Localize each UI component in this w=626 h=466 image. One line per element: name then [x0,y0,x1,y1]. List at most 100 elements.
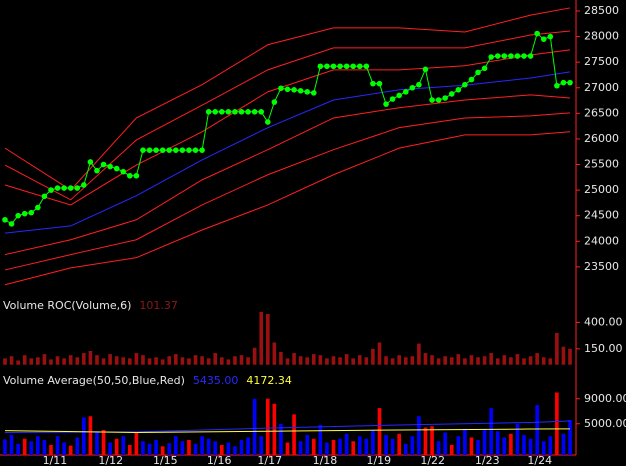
bar [49,445,53,455]
bar [561,346,566,365]
bar [108,442,112,455]
bar [364,357,369,365]
bar [456,354,461,365]
bar [206,438,211,455]
bar [509,433,513,455]
bar [213,353,218,365]
bar [246,357,250,365]
point [475,69,481,76]
bar [62,358,66,365]
bar [193,355,198,365]
point [186,147,192,153]
point [317,63,324,70]
bar [502,355,507,365]
point [297,88,304,94]
point [540,36,547,42]
bar [568,420,572,455]
bar [311,438,316,455]
point [343,63,350,70]
bar [114,438,119,455]
bar [489,408,493,455]
point [310,90,317,96]
bar [285,358,290,365]
bar [252,347,257,365]
bar [160,359,165,365]
bar [522,358,526,365]
bar [495,358,500,365]
bar [68,355,73,365]
y-tick-label: 25000 [584,183,619,196]
point [409,84,416,91]
point [455,87,462,93]
y-tick-label: 400.00 [584,315,623,328]
point [258,109,265,115]
bar [397,433,401,455]
point [278,85,284,92]
bar [436,441,441,455]
point [567,79,573,86]
point [159,147,166,153]
point [153,147,159,153]
point [199,147,205,153]
bar [423,427,428,455]
y-tick-label: 27000 [584,81,619,94]
bar [180,441,185,455]
point [488,54,494,60]
readout: 4172.34 [246,374,292,387]
bar [134,432,139,455]
point [508,53,514,59]
point [521,53,527,59]
point [192,147,199,153]
bar [541,441,546,455]
bar [9,435,14,455]
point [225,109,232,115]
bar [213,441,218,455]
y-tick-label: 24000 [584,234,619,247]
x-tick-label: 1/23 [475,454,500,466]
bar [548,436,553,455]
bar [55,356,60,365]
point [442,95,448,101]
series-line [4,94,571,256]
bar [88,416,93,455]
bar [298,441,303,455]
bar [160,446,165,455]
bar [3,358,7,365]
point [304,89,311,95]
point [15,212,21,219]
bar [436,358,441,365]
bar [88,350,93,365]
bar [390,438,395,455]
bar [338,357,342,365]
series-line [4,131,571,286]
bar [515,354,520,365]
point [140,147,146,153]
series-line [4,30,571,201]
bar [9,356,14,365]
bar [561,433,566,455]
bar [128,445,132,455]
bar [377,342,382,365]
bar [298,356,303,365]
point [127,172,133,179]
bar [456,436,461,455]
point [383,101,389,107]
point [238,109,245,115]
bar [390,358,395,365]
x-tick-label: 1/15 [153,454,178,466]
point [113,165,120,172]
bar [174,354,178,365]
point [448,91,455,97]
bar [174,436,178,455]
bar [311,354,316,365]
panel-title: Volume Average(50,50,Blue,Red) [3,374,185,387]
bar [265,313,270,365]
bar [430,426,434,455]
bar [351,441,356,455]
bar [338,438,342,455]
bar [318,425,323,455]
point [120,168,127,175]
bar [259,436,264,455]
bar [42,354,47,365]
point [402,89,409,95]
